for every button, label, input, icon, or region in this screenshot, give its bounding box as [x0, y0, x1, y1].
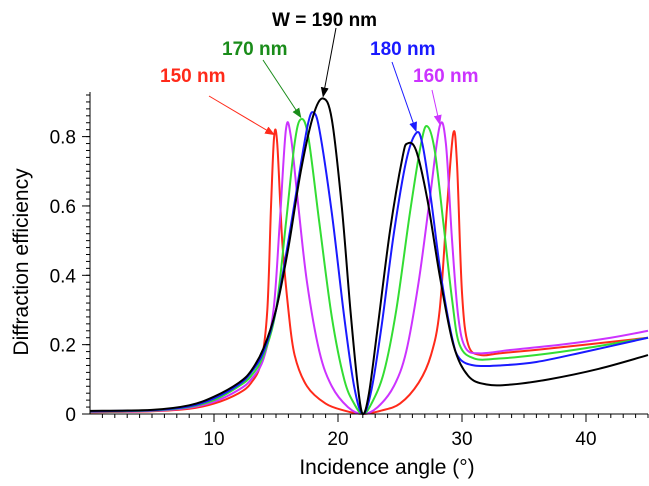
annotation-label: 150 nm — [160, 66, 225, 87]
x-tick-label: 40 — [575, 429, 596, 450]
x-tick-label: 10 — [203, 429, 224, 450]
x-tick-label: 20 — [327, 429, 348, 450]
y-axis-title: Diffraction efficiency — [10, 168, 33, 356]
annotation-arrow — [431, 89, 442, 126]
annotation-arrow — [262, 59, 302, 119]
series-line-1 — [89, 121, 649, 415]
series-line-3 — [89, 111, 649, 415]
series-layer — [89, 97, 649, 416]
series-line-2 — [89, 117, 649, 415]
x-axis-title: Incidence angle (°) — [299, 456, 474, 479]
series-line-4 — [89, 97, 649, 416]
series-line-0 — [89, 128, 649, 415]
x-tick-label: 30 — [451, 429, 472, 450]
annotation-label: W = 190 nm — [272, 10, 377, 31]
y-tick-label: 0.2 — [50, 336, 76, 357]
annotation-arrow — [208, 95, 276, 136]
y-tick-label: 0.8 — [50, 128, 76, 149]
annotation-arrow — [391, 61, 417, 133]
axis-layer: 0 0.2 0.4 0.6 0.8 10 20 30 40 — [50, 92, 649, 450]
y-tick-label: 0 — [65, 405, 76, 426]
annotation-label: 170 nm — [222, 39, 287, 60]
y-tick-label: 0.6 — [50, 197, 76, 218]
annotation-label: 180 nm — [370, 39, 435, 60]
annotation-arrow — [320, 27, 337, 98]
annotation-label: 160 nm — [413, 66, 478, 87]
annotation-layer: 150 nm 170 nm W = 190 nm 180 nm 160 nm — [160, 10, 478, 136]
y-tick-label: 0.4 — [50, 266, 77, 287]
